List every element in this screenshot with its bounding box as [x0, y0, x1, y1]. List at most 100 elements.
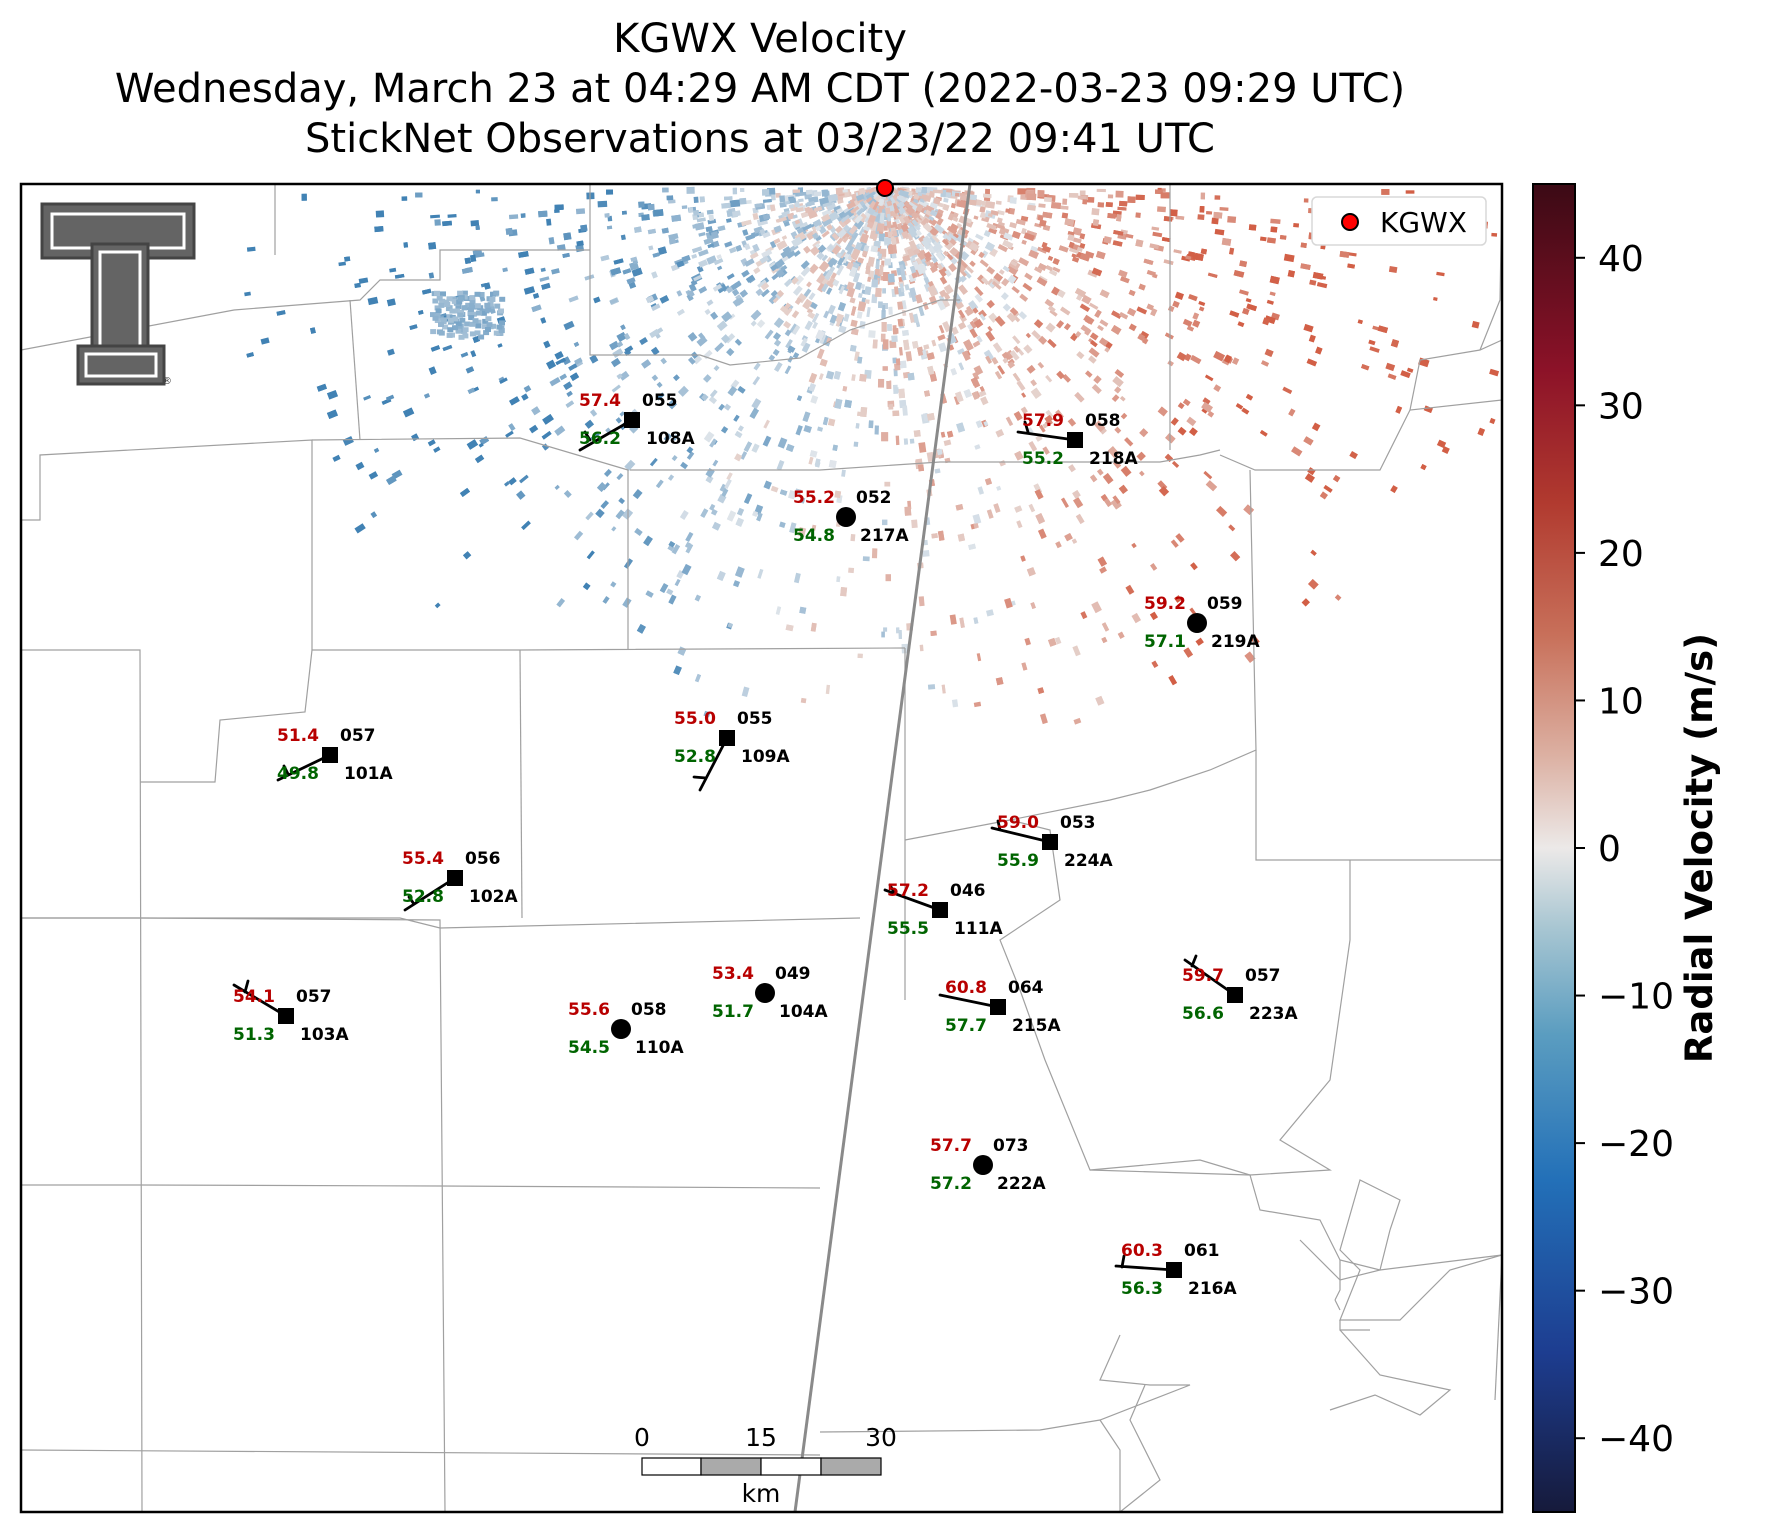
station-110A: 55.6 058 54.5 110A — [568, 1000, 684, 1058]
station-marker-circle — [1187, 613, 1207, 633]
colorbar-tick-label: 0 — [1598, 829, 1621, 870]
station-pressure: 053 — [1060, 813, 1096, 833]
legend-radar-icon — [1341, 213, 1359, 231]
station-109A: 55.0 055 52.8 109A — [674, 709, 790, 767]
station-dewpoint: 54.5 — [568, 1038, 610, 1058]
station-216A: 60.3 061 56.3 216A — [1121, 1241, 1237, 1299]
station-pressure: 057 — [1245, 966, 1281, 986]
station-dewpoint: 55.2 — [1022, 449, 1064, 469]
station-id: 110A — [635, 1038, 684, 1058]
map-legend: KGWX — [1311, 196, 1487, 246]
station-219A: 59.2 059 57.1 219A — [1144, 594, 1260, 652]
station-temperature: 57.2 — [887, 881, 929, 901]
station-marker-square — [1067, 432, 1083, 448]
station-dewpoint: 55.9 — [997, 851, 1039, 871]
colorbar-tick-label: −40 — [1598, 1419, 1674, 1460]
station-pressure: 064 — [1008, 978, 1044, 998]
map-subtitle-time: Wednesday, March 23 at 04:29 AM CDT (202… — [114, 66, 1406, 112]
scale-tick-0: 0 — [634, 1423, 650, 1452]
station-id: 224A — [1064, 851, 1113, 871]
station-223A: 59.7 057 56.6 223A — [1182, 966, 1298, 1024]
station-temperature: 53.4 — [712, 964, 754, 984]
station-id: 111A — [954, 919, 1003, 939]
station-temperature: 55.6 — [568, 1000, 610, 1020]
station-marker-circle — [611, 1019, 631, 1039]
station-102A: 55.4 056 52.8 102A — [402, 849, 518, 907]
colorbar-tick-label: −20 — [1598, 1124, 1674, 1165]
station-pressure: 049 — [775, 964, 811, 984]
station-marker-circle — [755, 983, 775, 1003]
stickNet-stations: 57.4 055 56.2 108A 57.9 058 55.2 218A 55.2 052 54.… — [233, 391, 1298, 1299]
station-108A: 57.4 055 56.2 108A — [579, 391, 695, 449]
station-111A: 57.2 046 55.5 111A — [887, 881, 1003, 939]
colorbar-label: Radial Velocity (m/s) — [1678, 633, 1721, 1063]
station-temperature: 54.1 — [233, 987, 275, 1007]
station-dewpoint: 52.8 — [402, 887, 444, 907]
map-subtitle-obs: StickNet Observations at 03/23/22 09:41 … — [305, 116, 1215, 162]
station-id: 102A — [469, 887, 518, 907]
station-dewpoint: 57.7 — [945, 1016, 987, 1036]
legend-radar-label: KGWX — [1380, 206, 1467, 239]
station-pressure: 073 — [993, 1136, 1029, 1156]
station-marker-square — [719, 730, 735, 746]
station-pressure: 057 — [340, 726, 376, 746]
station-pressure: 052 — [856, 488, 892, 508]
radar-site-marker — [876, 179, 894, 197]
station-marker-square — [990, 999, 1006, 1015]
colorbar: 40 30 20 10 0 −10 −20 −30 −40 Radial Velocity (m… — [1532, 183, 1721, 1513]
station-224A: 59.0 053 55.9 224A — [997, 813, 1113, 871]
station-dewpoint: 57.2 — [930, 1174, 972, 1194]
station-temperature: 59.0 — [997, 813, 1039, 833]
station-dewpoint: 49.8 — [277, 764, 319, 784]
station-218A: 57.9 058 55.2 218A — [1022, 411, 1138, 469]
station-marker-square — [1042, 834, 1058, 850]
station-222A: 57.7 073 57.2 222A — [930, 1136, 1046, 1194]
texas-tech-logo-icon: ® — [40, 202, 196, 387]
colorbar-tick-label: −30 — [1598, 1272, 1674, 1313]
station-temperature: 51.4 — [277, 726, 319, 746]
velocity-returns — [244, 185, 1500, 725]
station-dewpoint: 56.3 — [1121, 1279, 1163, 1299]
scale-unit: km — [742, 1479, 781, 1508]
station-pressure: 058 — [631, 1000, 667, 1020]
station-dewpoint: 56.6 — [1182, 1004, 1224, 1024]
colorbar-tick-label: 30 — [1598, 386, 1644, 427]
station-101A: 51.4 057 49.8 101A — [277, 726, 393, 784]
station-id: 109A — [741, 747, 790, 767]
station-dewpoint: 57.1 — [1144, 632, 1186, 652]
radar-beam-line — [793, 184, 972, 1512]
logo-registered-mark: ® — [162, 376, 172, 387]
station-pressure: 061 — [1184, 1241, 1220, 1261]
station-temperature: 55.2 — [793, 488, 835, 508]
station-pressure: 059 — [1207, 594, 1243, 614]
station-marker-square — [447, 870, 463, 886]
colorbar-tick-label: −10 — [1598, 977, 1674, 1018]
station-dewpoint: 55.5 — [887, 919, 929, 939]
station-dewpoint: 54.8 — [793, 526, 835, 546]
scale-bar: 0 15 30 km — [634, 1423, 897, 1508]
station-104A: 53.4 049 51.7 104A — [712, 964, 828, 1022]
county-lines — [21, 184, 1502, 1512]
station-103A: 54.1 057 51.3 103A — [233, 987, 349, 1045]
station-temperature: 59.2 — [1144, 594, 1186, 614]
station-marker-circle — [973, 1155, 993, 1175]
station-dewpoint: 51.7 — [712, 1002, 754, 1022]
map-area — [21, 184, 1502, 1512]
station-pressure: 057 — [296, 987, 332, 1007]
station-temperature: 57.7 — [930, 1136, 972, 1156]
station-temperature: 57.4 — [579, 391, 621, 411]
station-217A: 55.2 052 54.8 217A — [793, 488, 909, 546]
station-id: 219A — [1211, 632, 1260, 652]
station-temperature: 60.3 — [1121, 1241, 1163, 1261]
station-id: 104A — [779, 1002, 828, 1022]
station-marker-square — [322, 747, 338, 763]
wind-barbs — [232, 418, 1237, 1272]
station-temperature: 57.9 — [1022, 411, 1064, 431]
station-id: 222A — [997, 1174, 1046, 1194]
map-title: KGWX Velocity — [613, 16, 907, 62]
station-dewpoint: 52.8 — [674, 747, 716, 767]
station-id: 101A — [344, 764, 393, 784]
station-pressure: 055 — [642, 391, 678, 411]
station-pressure: 058 — [1085, 411, 1121, 431]
